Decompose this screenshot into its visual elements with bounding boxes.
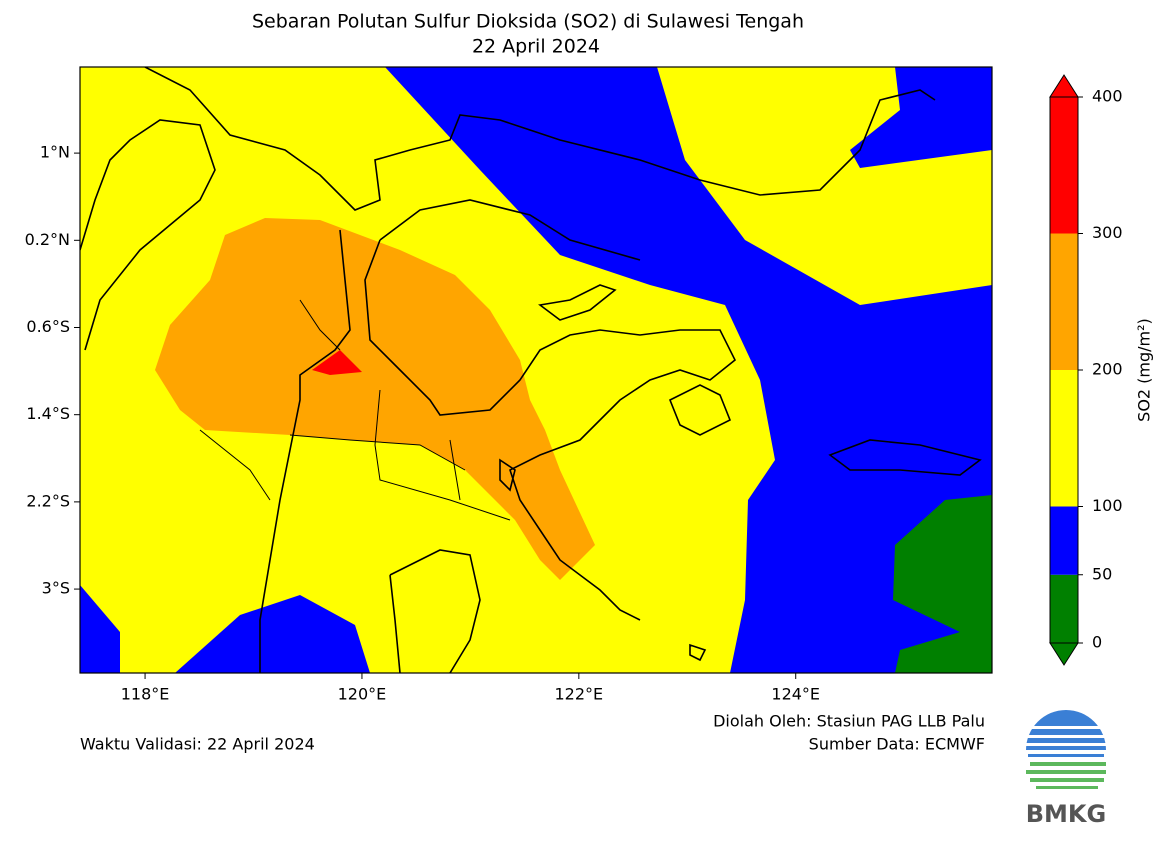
coastline	[80, 119, 216, 351]
colorbar-segment	[1050, 370, 1078, 507]
logo-sky	[1026, 710, 1106, 750]
map-area	[79, 66, 993, 674]
credit: Diolah Oleh: Stasiun PAG LLB Palu	[713, 712, 985, 731]
map-frame	[79, 66, 993, 674]
coastline	[379, 199, 641, 261]
subtitle: 22 April 2024	[472, 36, 600, 58]
x-tick-label: 124°E	[771, 685, 820, 704]
field-blue	[850, 67, 992, 168]
colorbar-extend-low	[1049, 642, 1079, 666]
colorbar-tick-label: 300	[1092, 223, 1123, 242]
field-red	[312, 350, 362, 375]
y-tick-label: 1.4°S	[26, 404, 70, 423]
colorbar-tick-label: 100	[1092, 496, 1123, 515]
x-tick-label: 118°E	[121, 685, 170, 704]
colorbar-segment	[1050, 233, 1078, 370]
coastline	[499, 284, 982, 662]
coastline	[364, 239, 737, 621]
title: Sebaran Polutan Sulfur Dioksida (SO2) di…	[252, 11, 804, 33]
source: Sumber Data: ECMWF	[809, 735, 985, 754]
colorbar-extend-high	[1049, 74, 1079, 98]
colorbar-tick-label: 0	[1092, 633, 1102, 652]
colorbar-label: SO2 (mg/m²)	[1135, 318, 1154, 422]
x-tick-label: 122°E	[555, 685, 604, 704]
field-blue	[175, 595, 370, 673]
y-tick-label: 0.6°S	[26, 317, 70, 336]
logo-text: BMKG	[1026, 800, 1106, 828]
validity: Waktu Validasi: 22 April 2024	[80, 735, 315, 754]
coastline	[259, 229, 351, 673]
field-blue	[80, 585, 120, 673]
field-orange	[155, 218, 595, 580]
y-tick-label: 3°S	[42, 579, 70, 598]
bmkg-logo: BMKG	[1024, 710, 1108, 828]
field-green	[893, 495, 992, 673]
province-border	[199, 299, 511, 521]
coastline	[144, 67, 936, 211]
y-tick-label: 0.2°N	[25, 230, 70, 249]
colorbar-segment	[1050, 506, 1078, 575]
y-tick-label: 2.2°S	[26, 491, 70, 510]
colorbar-tick-label: 400	[1092, 87, 1123, 106]
y-tick-label: 1°N	[40, 143, 70, 162]
colorbar-segment	[1050, 574, 1078, 643]
colorbar-tick-label: 50	[1092, 564, 1112, 583]
colorbar-segment	[1050, 97, 1078, 234]
coastline	[389, 549, 481, 673]
x-tick-label: 120°E	[338, 685, 387, 704]
colorbar-tick-label: 200	[1092, 360, 1123, 379]
